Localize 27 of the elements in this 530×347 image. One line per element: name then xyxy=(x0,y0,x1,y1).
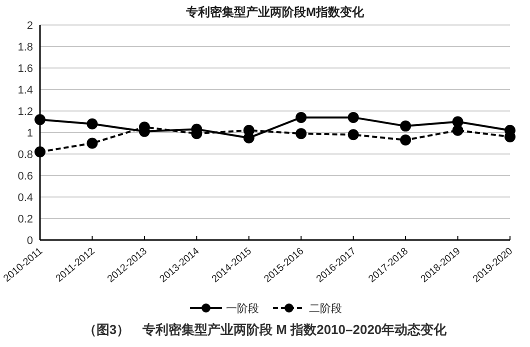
y-tick-label: 0 xyxy=(26,235,33,247)
point xyxy=(400,134,412,146)
point xyxy=(452,124,464,136)
legend-label: 二阶段 xyxy=(309,303,342,315)
y-tick-label: 0.8 xyxy=(18,149,33,161)
y-tick-label: 0.6 xyxy=(18,170,33,182)
point xyxy=(86,138,98,149)
point xyxy=(34,114,46,126)
point xyxy=(86,118,98,130)
legend-label: 一阶段 xyxy=(226,303,259,315)
point xyxy=(296,112,307,123)
chart-title: 专利密集型产业两阶段M指数变化 xyxy=(185,5,365,19)
y-tick-label: 1.2 xyxy=(18,106,33,118)
point xyxy=(243,124,254,136)
y-tick-label: 1.6 xyxy=(18,63,33,75)
y-tick-label: 0.2 xyxy=(18,214,33,226)
point xyxy=(348,112,359,123)
point xyxy=(296,128,307,140)
y-tick-label: 2 xyxy=(26,20,33,32)
y-tick-label: 0.4 xyxy=(18,192,33,204)
text: （图3） 专利密集型产业两阶段 M 指数2010–2020年动态变化 xyxy=(83,322,448,337)
y-tick-label: 1.4 xyxy=(18,84,33,96)
y-tick-label: 1.8 xyxy=(18,42,33,54)
point xyxy=(34,146,46,158)
point xyxy=(348,129,359,140)
point xyxy=(400,120,412,132)
y-tick-label: 1 xyxy=(26,128,33,140)
